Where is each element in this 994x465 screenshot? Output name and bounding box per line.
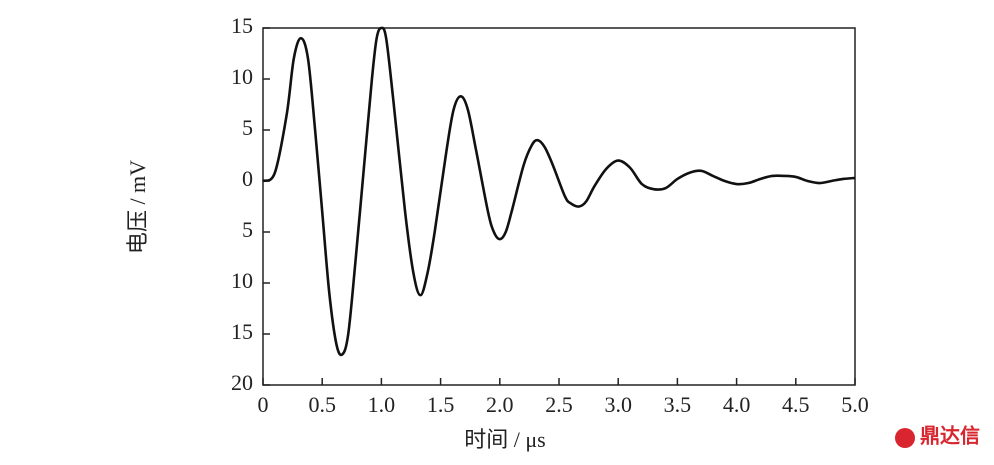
x-tick-label: 3.5 (664, 392, 692, 417)
x-tick-label: 5.0 (841, 392, 869, 417)
data-line (262, 26, 856, 357)
x-tick-label: 1.0 (368, 392, 396, 417)
y-axis-label: 电压 / mV (125, 160, 150, 254)
plot-frame (262, 27, 856, 386)
x-tick-label: 2.5 (545, 392, 573, 417)
y-tick-label: 10 (231, 64, 253, 89)
y-tick-label: 15 (231, 319, 253, 344)
x-tick-label: 2.0 (486, 392, 514, 417)
x-axis-label: 时间 / μs (464, 427, 545, 452)
x-tick-label: 4.0 (723, 392, 751, 417)
x-tick-label: 0 (258, 392, 269, 417)
y-tick-label: 0 (242, 166, 253, 191)
watermark-logo (895, 428, 915, 448)
y-tick-label: 15 (231, 13, 253, 38)
y-tick-label: 20 (231, 370, 253, 395)
x-tick-label: 0.5 (308, 392, 336, 417)
y-tick-label: 5 (242, 115, 253, 140)
watermark: 鼎达信 (920, 424, 980, 448)
x-tick-label: 1.5 (427, 392, 455, 417)
y-tick-label: 10 (231, 268, 253, 293)
x-tick-label: 3.0 (604, 392, 632, 417)
x-tick-label: 4.5 (782, 392, 810, 417)
y-tick-label: 5 (242, 217, 253, 242)
